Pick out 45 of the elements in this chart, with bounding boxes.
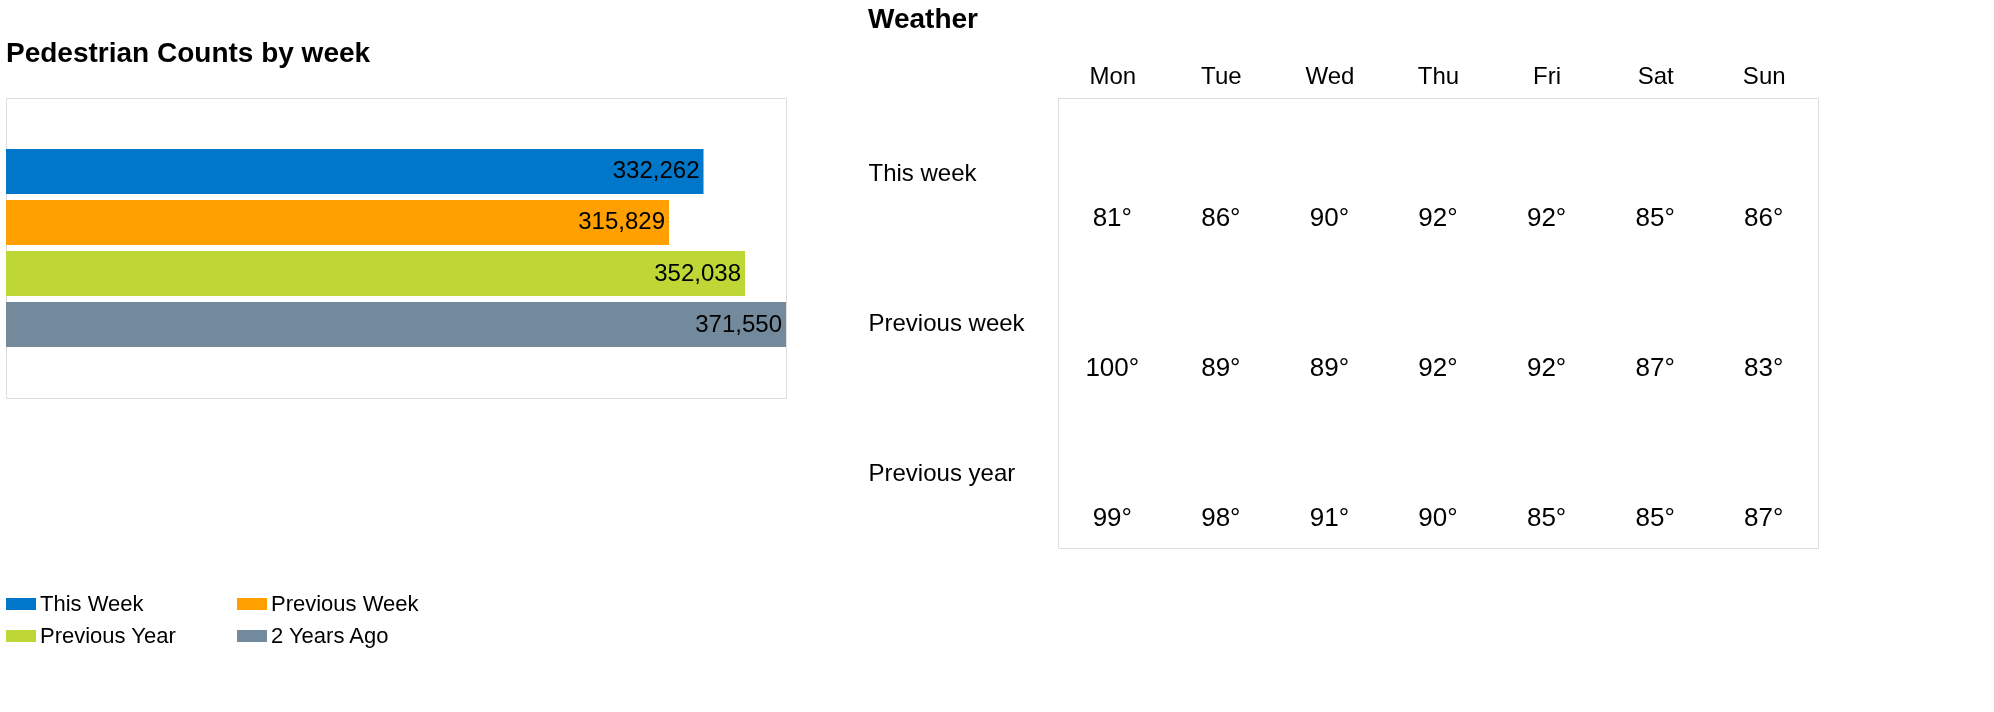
data-label: 81° [1092, 202, 1132, 232]
text: Previous year [868, 458, 1016, 486]
data-label: 85° [1635, 202, 1675, 232]
data-label: 86° [1201, 202, 1241, 232]
data-label: 86° [1744, 202, 1784, 232]
data-label: 92° [1526, 202, 1567, 232]
data-label: 90° [1418, 502, 1458, 532]
data-label: 99° [1092, 502, 1132, 532]
data-label: 87° [1635, 352, 1675, 382]
data-label: 89° [1309, 352, 1350, 382]
data-label: 89° [1201, 352, 1241, 382]
data-label: 85° [1526, 502, 1567, 532]
data-label: 352,038 [654, 258, 742, 286]
category-label: Tue [1201, 61, 1242, 89]
category-label: Mon [1089, 61, 1137, 89]
data-label: 91° [1309, 502, 1350, 532]
data-label: 315,829 [578, 207, 666, 235]
data-label: 332,262 [612, 156, 700, 184]
legend-label: Previous Week [271, 591, 420, 616]
category-label: Thu [1417, 61, 1460, 89]
category-label: Fri [1533, 61, 1562, 89]
data-label: 92° [1418, 352, 1458, 382]
category-label: Sun [1742, 61, 1786, 89]
category-label: Wed [1305, 61, 1355, 89]
data-label: 98° [1201, 502, 1241, 532]
bar [6, 251, 746, 296]
legend-label: Previous Year [40, 623, 176, 648]
data-label: 83° [1744, 352, 1784, 382]
data-label: 92° [1526, 352, 1567, 382]
data-label: 92° [1418, 202, 1458, 232]
data-label: 100° [1085, 352, 1140, 382]
bar [6, 302, 786, 347]
text: This week [868, 158, 978, 186]
text: Previous week [868, 308, 1026, 336]
bar [6, 149, 704, 194]
legend-label: 2 Years Ago [271, 623, 389, 648]
data-label: 87° [1744, 502, 1784, 532]
data-label: 90° [1309, 202, 1350, 232]
data-label: 85° [1635, 502, 1675, 532]
chart-title: Pedestrian Counts by week [6, 37, 371, 68]
category-label: Sat [1637, 61, 1674, 89]
bar [6, 200, 670, 245]
data-label: 371,550 [695, 309, 782, 337]
legend-label: This Week [40, 591, 145, 616]
text: Weather [868, 3, 979, 34]
